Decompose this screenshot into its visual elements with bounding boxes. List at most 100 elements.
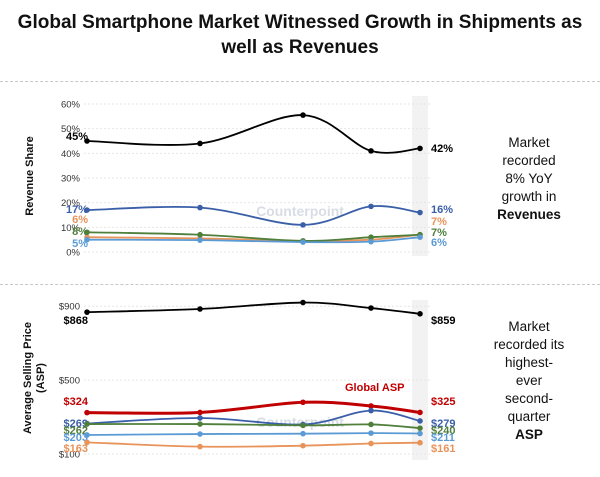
y-tick-label: 50% (61, 124, 81, 135)
point-series-top (84, 309, 90, 315)
point-series-lightblue (368, 238, 374, 245)
y-tick-label: $100 (59, 450, 80, 461)
point-series-green (197, 231, 203, 238)
revenue-note: Market recorded 8% YoY growth in Revenue… (470, 134, 588, 224)
point-Global ASP (197, 409, 203, 416)
revenue-note-line: growth in (501, 189, 557, 204)
point-series-orange (368, 440, 374, 447)
point-series-blue (197, 204, 203, 211)
start-label-series-blue: $269 (64, 418, 88, 430)
point-series-lightblue (417, 234, 423, 240)
point-series-top (417, 311, 423, 317)
point-series-blue (368, 203, 374, 210)
point-series-orange (300, 442, 306, 449)
asp-note-line: ever (515, 373, 543, 388)
y-tick-label: $500 (59, 376, 80, 387)
line-series-lightblue (86, 236, 421, 244)
end-label-series-green: 7% (431, 227, 447, 239)
point-series-lightblue (300, 239, 306, 245)
point-series-blue (300, 222, 306, 228)
start-label-series-lightblue: 5% (72, 238, 88, 250)
start-label-series-blue: 17% (66, 204, 88, 216)
point-Global ASP (368, 403, 374, 409)
point-Global ASP (84, 409, 90, 416)
point-series-top (84, 138, 90, 144)
y-tick-label: $900 (59, 302, 80, 313)
line-series-top (86, 114, 421, 154)
y-tick-label: 0% (66, 248, 80, 259)
point-series-top (300, 299, 306, 306)
start-label-series-green: 8% (72, 226, 88, 238)
point-Global ASP (417, 409, 423, 416)
line-series-orange (86, 441, 421, 448)
y-tick-label: 40% (61, 149, 81, 160)
line-series-blue (86, 205, 421, 226)
start-label-series-orange: 6% (72, 214, 88, 226)
y-tick-label: 60% (61, 100, 81, 111)
watermark: Counterpoint (256, 414, 344, 430)
point-series-lightblue (197, 237, 203, 243)
watermark: Counterpoint (256, 203, 344, 219)
point-series-orange (417, 439, 423, 446)
top-divider (0, 81, 600, 82)
asp-note-line: quarter (507, 409, 551, 424)
point-series-blue (417, 418, 423, 424)
y-tick-label: 10% (61, 223, 81, 234)
point-series-blue (84, 207, 90, 213)
end-label-series-blue: $279 (431, 418, 455, 430)
end-label-series-lightblue: 6% (431, 237, 447, 249)
y-tick-label: 20% (61, 198, 81, 209)
point-series-top (368, 148, 374, 154)
end-label-Global ASP: $325 (431, 396, 455, 408)
point-series-green (197, 421, 203, 427)
point-series-green (368, 234, 374, 240)
point-series-green (84, 421, 90, 427)
start-label-series-orange: $163 (64, 443, 88, 455)
line-series-top (86, 301, 421, 315)
start-label-series-lightblue: $203 (64, 432, 88, 444)
asp-note-line: recorded its (493, 337, 565, 352)
point-series-green (417, 425, 423, 431)
end-label-series-blue: 16% (431, 204, 453, 216)
chart-title: Global Smartphone Market Witnessed Growt… (17, 12, 583, 58)
end-label-series-top: 42% (431, 143, 453, 155)
line-series-green (86, 231, 421, 242)
end-band (412, 96, 428, 256)
point-series-lightblue (84, 432, 90, 438)
start-label-series-top: $868 (64, 315, 88, 327)
end-label-series-orange: 7% (431, 216, 447, 228)
point-series-lightblue (300, 430, 306, 437)
point-series-orange (84, 439, 90, 446)
revenue-note-line: recorded (502, 153, 556, 168)
point-series-lightblue (84, 236, 90, 243)
start-label-series-green: $262 (64, 425, 88, 437)
asp-note: Market recorded its highest- ever second… (470, 318, 588, 444)
line-series-lightblue (86, 432, 421, 436)
point-series-top (197, 306, 203, 312)
revenue-note-bold: Revenues (497, 207, 561, 222)
point-series-orange (197, 443, 203, 450)
point-series-green (300, 422, 306, 429)
point-series-green (84, 229, 90, 236)
end-label-series-top: $859 (431, 315, 455, 327)
end-label-series-green: $240 (431, 425, 455, 437)
start-label-series-top: 45% (66, 131, 88, 143)
point-series-lightblue (417, 430, 423, 437)
start-label-Global ASP: $324 (64, 396, 89, 408)
end-label-series-lightblue: $211 (431, 432, 455, 444)
point-series-lightblue (368, 430, 374, 436)
middle-divider (0, 284, 600, 285)
asp-note-bold: ASP (515, 427, 543, 442)
point-series-green (368, 421, 374, 428)
asp-note-line: Market (508, 319, 550, 334)
asp-note-line: highest- (504, 355, 554, 370)
point-series-top (417, 145, 423, 152)
point-series-blue (417, 209, 423, 216)
y-tick-label: 30% (61, 174, 81, 185)
point-series-lightblue (197, 431, 203, 437)
point-series-blue (197, 415, 203, 421)
asp-note-line: second- (504, 391, 554, 406)
point-Global ASP (300, 399, 306, 406)
